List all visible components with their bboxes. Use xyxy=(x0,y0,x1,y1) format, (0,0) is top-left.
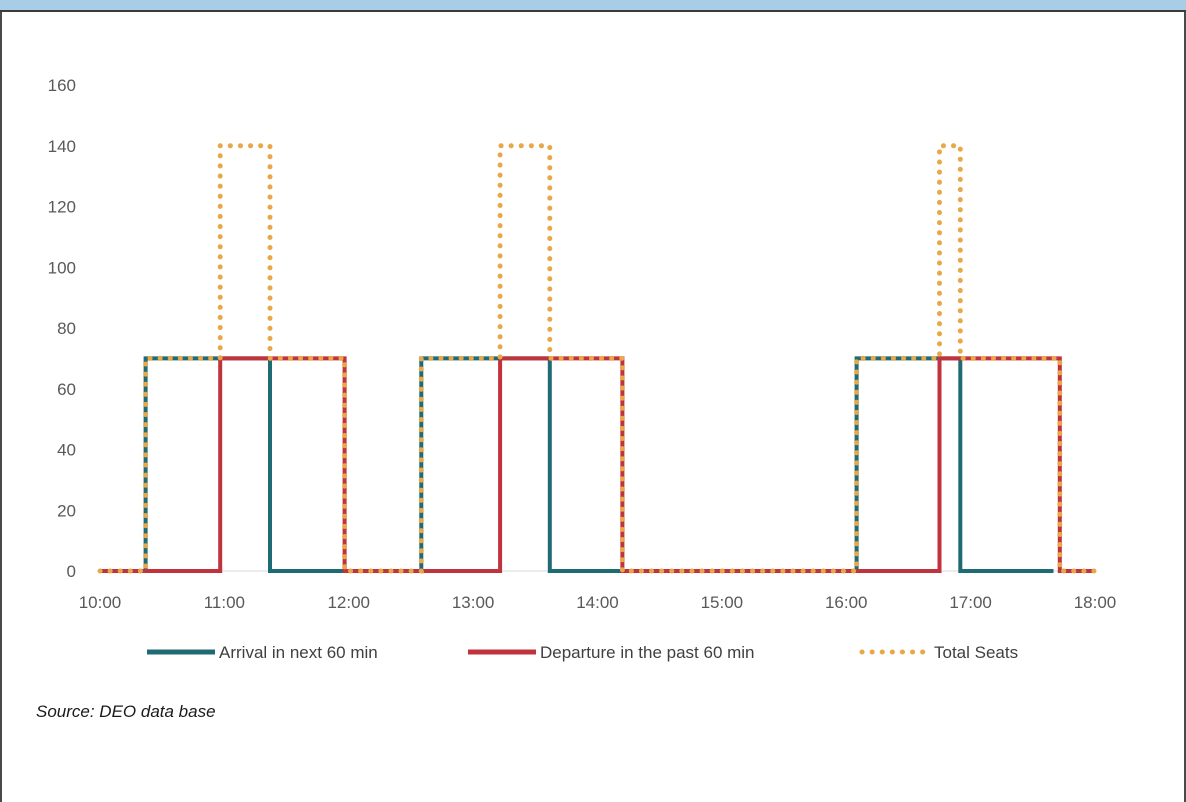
source-note: Source: DEO data base xyxy=(36,702,216,721)
x-tick-label: 16:00 xyxy=(825,593,868,612)
y-tick-label: 40 xyxy=(57,441,76,460)
x-tick-label: 14:00 xyxy=(576,593,619,612)
legend: Arrival in next 60 min Departure in the p… xyxy=(147,643,1018,662)
y-tick-label: 80 xyxy=(57,319,76,338)
y-tick-label: 20 xyxy=(57,501,76,520)
y-tick-label: 100 xyxy=(48,258,76,277)
series-line-1 xyxy=(100,356,1095,573)
x-tick-label: 17:00 xyxy=(949,593,992,612)
series-line-0 xyxy=(100,356,1054,573)
y-tick-label: 160 xyxy=(48,76,76,95)
x-tick-label: 10:00 xyxy=(79,593,122,612)
y-tick-label: 120 xyxy=(48,198,76,217)
y-tick-label: 140 xyxy=(48,137,76,156)
x-tick-label: 13:00 xyxy=(452,593,495,612)
x-axis: 10:00 11:00 12:00 13:00 14:00 15:00 16:00 17:00… xyxy=(79,593,1117,612)
y-tick-label: 0 xyxy=(67,562,76,581)
legend-label-1: Departure in the past 60 min xyxy=(540,643,755,662)
series-layer xyxy=(97,143,1098,574)
legend-label-2: Total Seats xyxy=(934,643,1018,662)
legend-label-0: Arrival in next 60 min xyxy=(219,643,378,662)
x-tick-label: 15:00 xyxy=(701,593,744,612)
top-band xyxy=(0,0,1186,12)
figure-frame xyxy=(0,12,1186,802)
y-axis: 0 20 40 60 80 100 120 140 160 xyxy=(48,76,76,581)
series-line-2 xyxy=(97,143,1098,574)
x-tick-label: 11:00 xyxy=(204,593,245,612)
x-tick-label: 12:00 xyxy=(327,593,370,612)
x-tick-label: 18:00 xyxy=(1074,593,1117,612)
y-tick-label: 60 xyxy=(57,380,76,399)
